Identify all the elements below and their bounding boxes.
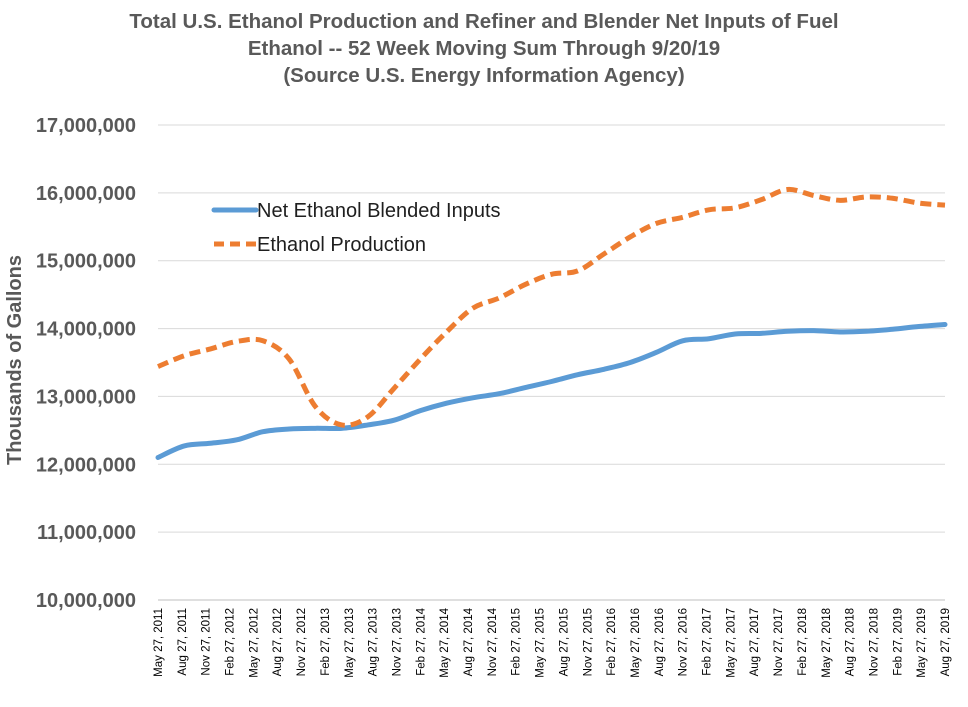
x-tick-label: Nov 27, 2014 bbox=[487, 607, 499, 676]
legend-label-net-ethanol-blended-inputs: Net Ethanol Blended Inputs bbox=[257, 200, 501, 222]
x-tick-label: Aug 27, 2016 bbox=[654, 608, 666, 676]
series-line-net-ethanol-blended-inputs bbox=[155, 322, 948, 460]
y-tick-label: 10,000,000 bbox=[36, 590, 136, 612]
x-tick-label: Nov 27, 2013 bbox=[391, 608, 403, 676]
x-tick-label: Nov 27, 2018 bbox=[868, 608, 880, 676]
x-tick-label: May 27, 2019 bbox=[916, 608, 928, 678]
x-tick-label: Feb 27, 2017 bbox=[702, 608, 714, 676]
chart-title-line-2: Ethanol -- 52 Week Moving Sum Through 9/… bbox=[247, 37, 721, 60]
x-tick-label: Nov 27, 2011 bbox=[201, 608, 213, 676]
y-tick-label: 12,000,000 bbox=[36, 454, 136, 476]
x-tick-label: May 27, 2016 bbox=[630, 608, 642, 678]
x-tick-label: Feb 27, 2013 bbox=[320, 608, 332, 676]
x-tick-label: Aug 27, 2013 bbox=[368, 608, 380, 676]
x-axis-tick-labels: May 27, 2011 Aug 27, 2011 Nov 27, 2011 Feb … bbox=[153, 607, 952, 677]
chart-title-line-1: Total U.S. Ethanol Production and Refine… bbox=[129, 10, 839, 33]
y-axis-tick-labels: 10,000,000 11,000,000 12,000,000 13,000,000… bbox=[36, 115, 136, 612]
x-tick-label: Nov 27, 2016 bbox=[678, 608, 690, 676]
x-tick-label: May 27, 2011 bbox=[153, 608, 165, 677]
x-tick-label: May 27, 2013 bbox=[344, 608, 356, 678]
x-tick-label: Aug 27, 2014 bbox=[463, 607, 475, 676]
x-tick-label: Aug 27, 2012 bbox=[272, 608, 284, 676]
legend-label-ethanol-production: Ethanol Production bbox=[257, 234, 426, 256]
x-tick-label: May 27, 2014 bbox=[439, 607, 451, 677]
x-tick-label: Nov 27, 2017 bbox=[773, 608, 785, 676]
series-line-ethanol-production bbox=[157, 186, 946, 428]
y-tick-label: 14,000,000 bbox=[36, 319, 136, 341]
x-tick-label: Nov 27, 2012 bbox=[296, 608, 308, 676]
y-tick-label: 16,000,000 bbox=[36, 183, 136, 205]
series-lines bbox=[155, 186, 948, 460]
x-tick-label: May 27, 2012 bbox=[248, 608, 260, 678]
x-tick-label: Aug 27, 2011 bbox=[177, 608, 189, 676]
y-tick-label: 15,000,000 bbox=[36, 251, 136, 273]
x-tick-label: Feb 27, 2012 bbox=[225, 608, 237, 676]
y-tick-label: 13,000,000 bbox=[36, 386, 136, 408]
x-tick-label: May 27, 2018 bbox=[821, 608, 833, 678]
x-tick-label: Feb 27, 2014 bbox=[415, 607, 427, 675]
x-tick-label: Aug 27, 2018 bbox=[845, 608, 857, 676]
x-tick-label: May 27, 2015 bbox=[535, 608, 547, 678]
x-tick-label: Aug 27, 2019 bbox=[940, 608, 952, 676]
x-tick-label: May 27, 2017 bbox=[725, 608, 737, 678]
x-tick-label: Aug 27, 2017 bbox=[749, 608, 761, 676]
x-tick-label: Nov 27, 2015 bbox=[582, 608, 594, 676]
chart-title: Total U.S. Ethanol Production and Refine… bbox=[0, 8, 968, 89]
x-tick-label: Feb 27, 2018 bbox=[797, 608, 809, 676]
x-tick-label: Feb 27, 2019 bbox=[892, 608, 904, 676]
legend: Net Ethanol Blended Inputs Ethanol Produ… bbox=[211, 200, 501, 256]
y-axis-label: Thousands of Gallons bbox=[4, 255, 26, 465]
chart-title-line-3: (Source U.S. Energy Information Agency) bbox=[283, 64, 685, 87]
x-tick-label: Feb 27, 2015 bbox=[511, 608, 523, 676]
y-tick-label: 11,000,000 bbox=[37, 522, 136, 544]
x-tick-label: Feb 27, 2016 bbox=[606, 608, 618, 676]
y-tick-label: 17,000,000 bbox=[36, 115, 136, 137]
x-tick-label: Aug 27, 2015 bbox=[558, 608, 570, 676]
